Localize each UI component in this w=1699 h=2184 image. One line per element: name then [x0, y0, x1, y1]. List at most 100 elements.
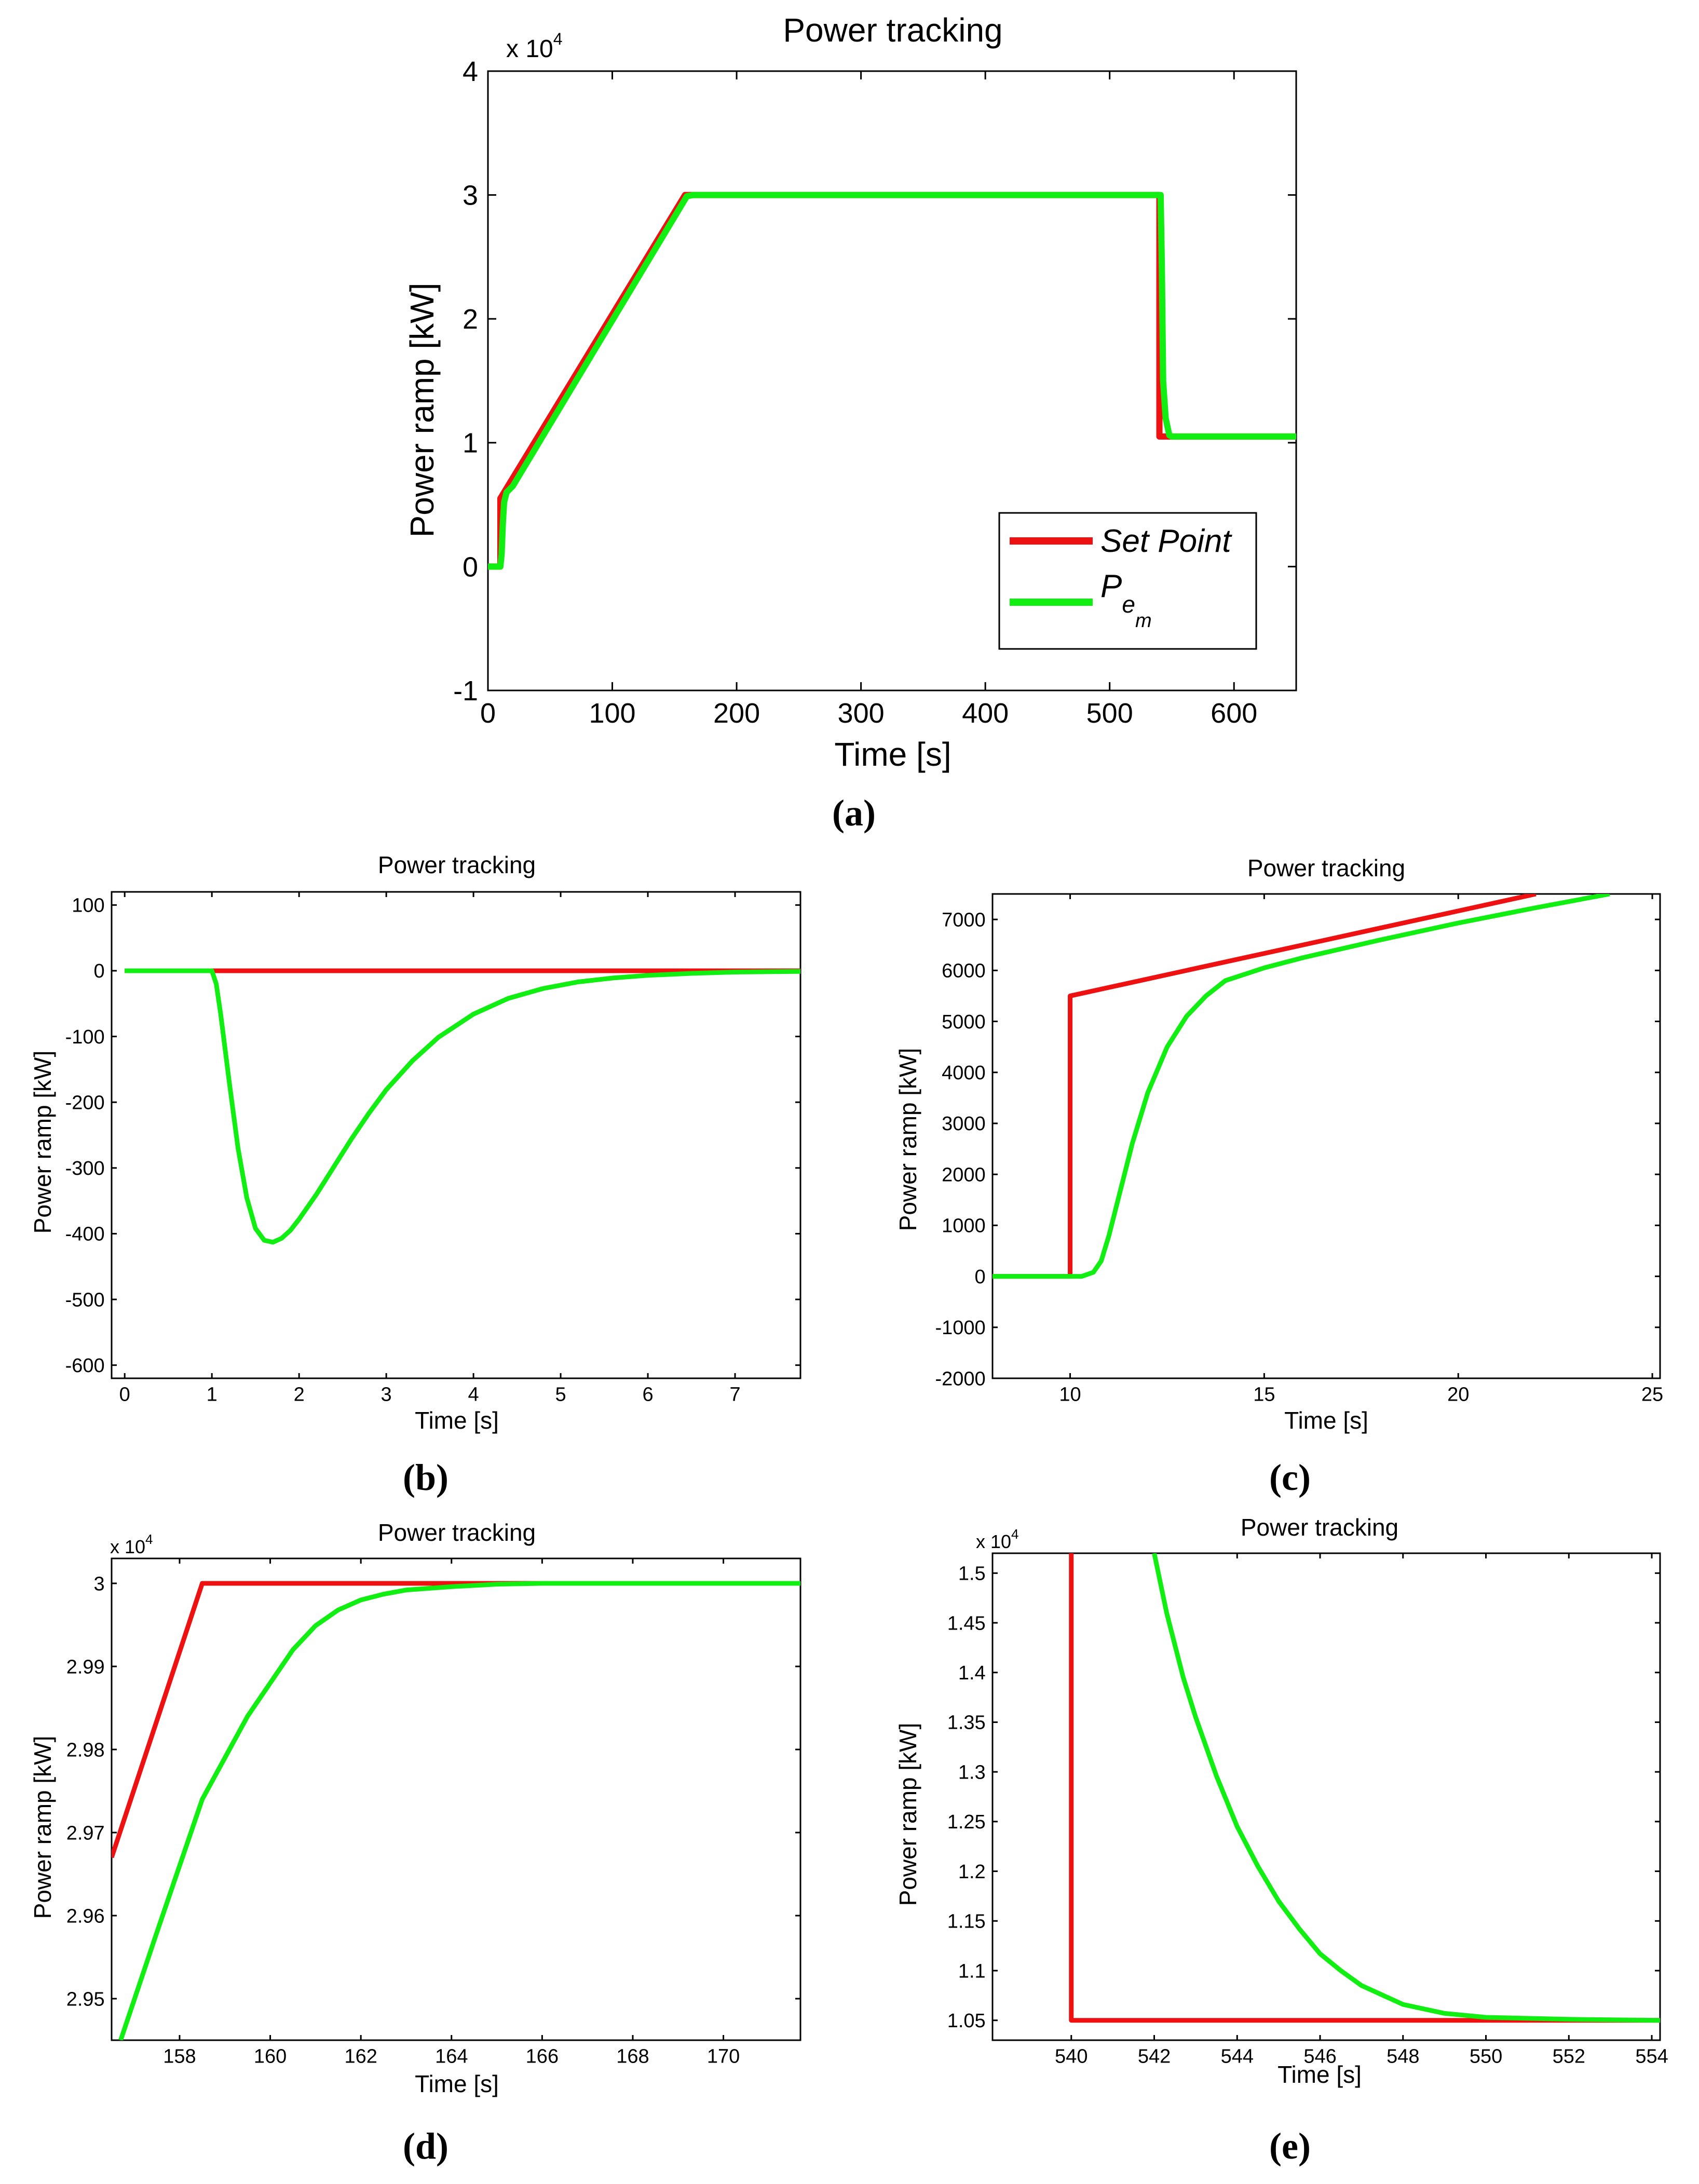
y-tick-label: -2000: [935, 1368, 985, 1390]
y-tick-label: 2.98: [66, 1739, 105, 1761]
x-tick-label: 1: [207, 1384, 218, 1406]
panel-caption: (b): [403, 1457, 448, 1498]
x-tick-label: 2: [294, 1384, 305, 1406]
multiplier-base: x 10: [976, 1531, 1011, 1552]
x-axis-label: Time [s]: [415, 1407, 499, 1434]
y-axis-label: Power ramp [kW]: [29, 1051, 56, 1234]
y-tick-label: 6000: [942, 960, 986, 982]
y-multiplier: x 104: [976, 1526, 1019, 1552]
x-tick-label: 200: [713, 698, 760, 729]
multiplier-exponent: 4: [1011, 1526, 1018, 1542]
y-tick-label: 1.4: [958, 1662, 986, 1684]
x-tick-label: 164: [435, 2046, 468, 2068]
axes-box: [487, 70, 1297, 691]
y-tick-label: 100: [72, 895, 104, 917]
y-tick-label: 1: [463, 428, 478, 459]
x-axis-label: Time [s]: [1277, 2061, 1362, 2088]
y-tick-label: 3000: [942, 1113, 986, 1135]
x-tick-label: 550: [1470, 2046, 1502, 2068]
x-tick-label: 7: [729, 1384, 740, 1406]
x-tick-label: 20: [1447, 1384, 1469, 1406]
x-tick-label: 100: [589, 698, 635, 729]
legend: Set Point Pem: [998, 512, 1257, 650]
chart-panel-c: Power tracking Time [s] Power ramp [kW] …: [894, 854, 1663, 1498]
axes-box: [991, 1552, 1661, 2041]
chart-title: Power tracking: [378, 1519, 536, 1546]
x-tick-label: 168: [616, 2046, 649, 2068]
y-tick-label: -1: [453, 675, 478, 707]
x-tick-label: 170: [707, 2046, 740, 2068]
legend-pem-main: P: [1100, 568, 1122, 604]
x-tick-label: 162: [344, 2046, 377, 2068]
plot-area: 540 542 544 546 548 550 552 554 1.05 1.1 1.15 1.2 1.…: [947, 1552, 1668, 2068]
y-multiplier: x 104: [506, 30, 563, 63]
panel-caption: (a): [832, 792, 876, 834]
x-tick-label: 540: [1055, 2046, 1088, 2068]
y-tick-label: 4000: [942, 1062, 986, 1084]
y-tick-label: -1000: [935, 1317, 985, 1339]
y-tick-label: 1.15: [947, 1911, 986, 1933]
series-line-pem: [993, 894, 1610, 1279]
y-tick-label: 1.2: [958, 1861, 986, 1883]
plot-area: 0 1 2 3 4 5 6 7 -600 -500 -400 -300 -200 -100 0 100: [65, 891, 801, 1406]
panel-caption: (d): [403, 2125, 448, 2167]
x-tick-label: 554: [1635, 2046, 1668, 2068]
x-tick-label: 552: [1553, 2046, 1585, 2068]
chart-title: Power tracking: [1247, 854, 1405, 881]
y-tick-label: 7000: [942, 909, 986, 931]
x-tick-label: 158: [163, 2046, 196, 2068]
series-line-pem: [125, 968, 800, 1245]
axes-box: [111, 1557, 801, 2041]
legend-pem-sub: e: [1122, 591, 1135, 618]
legend-box: [998, 512, 1257, 650]
y-axis-label: Power ramp [kW]: [29, 1736, 56, 1919]
legend-pem-subsub: m: [1135, 610, 1152, 632]
axes-box: [991, 893, 1661, 1379]
series-line-pem: [1152, 1553, 1660, 2023]
y-tick-label: 4: [463, 56, 478, 87]
x-tick-label: 542: [1138, 2046, 1171, 2068]
x-tick-label: 0: [480, 698, 496, 729]
x-tick-label: 0: [119, 1384, 130, 1406]
plot-area: 10 15 20 25 -2000 -1000 0 1000 2000 3000 4000 5000 6…: [935, 893, 1663, 1406]
x-tick-label: 548: [1387, 2046, 1419, 2068]
chart-panel-a: Power tracking x 104 Time [s] Power ramp…: [403, 11, 1297, 834]
multiplier-exponent: 4: [553, 30, 563, 48]
axes-box: [111, 891, 801, 1379]
x-tick-label: 3: [381, 1384, 392, 1406]
y-tick-label: 2.99: [66, 1656, 105, 1678]
y-tick-label: 3: [463, 180, 478, 211]
y-tick-label: 2.96: [66, 1905, 105, 1927]
x-tick-label: 600: [1211, 698, 1257, 729]
y-tick-label: 1.25: [947, 1811, 986, 1833]
x-tick-label: 400: [962, 698, 1009, 729]
y-tick-label: 5000: [942, 1011, 986, 1033]
x-tick-label: 500: [1086, 698, 1133, 729]
y-tick-label: -500: [65, 1289, 105, 1311]
y-tick-label: -100: [65, 1026, 105, 1048]
x-tick-label: 15: [1253, 1384, 1275, 1406]
y-tick-label: -400: [65, 1224, 105, 1245]
legend-label-pem: Pem: [1100, 568, 1152, 632]
multiplier-exponent: 4: [145, 1531, 153, 1547]
y-tick-label: -600: [65, 1355, 105, 1377]
y-axis-label: Power ramp [kW]: [894, 1048, 921, 1231]
y-tick-label: 1.35: [947, 1712, 986, 1734]
chart-panel-b: Power tracking Time [s] Power ramp [kW] …: [29, 851, 801, 1498]
x-axis-label: Time [s]: [834, 736, 951, 773]
y-tick-label: 0: [94, 960, 105, 982]
y-tick-label: 1.5: [958, 1563, 986, 1585]
y-axis-label: Power ramp [kW]: [894, 1723, 921, 1906]
y-tick-label: 0: [463, 551, 478, 582]
x-tick-label: 300: [838, 698, 885, 729]
chart-title: Power tracking: [1241, 1514, 1398, 1541]
chart-panel-d: Power tracking x 104 Time [s] Power ramp…: [29, 1519, 801, 2167]
x-tick-label: 4: [468, 1384, 479, 1406]
y-axis-label: Power ramp [kW]: [403, 283, 441, 538]
plot-area: 158 160 162 164 166 168 170 2.95 2.96 2.97 2.98 2.9…: [66, 1557, 801, 2068]
x-tick-label: 546: [1303, 2046, 1336, 2068]
y-tick-label: 3: [94, 1573, 105, 1595]
